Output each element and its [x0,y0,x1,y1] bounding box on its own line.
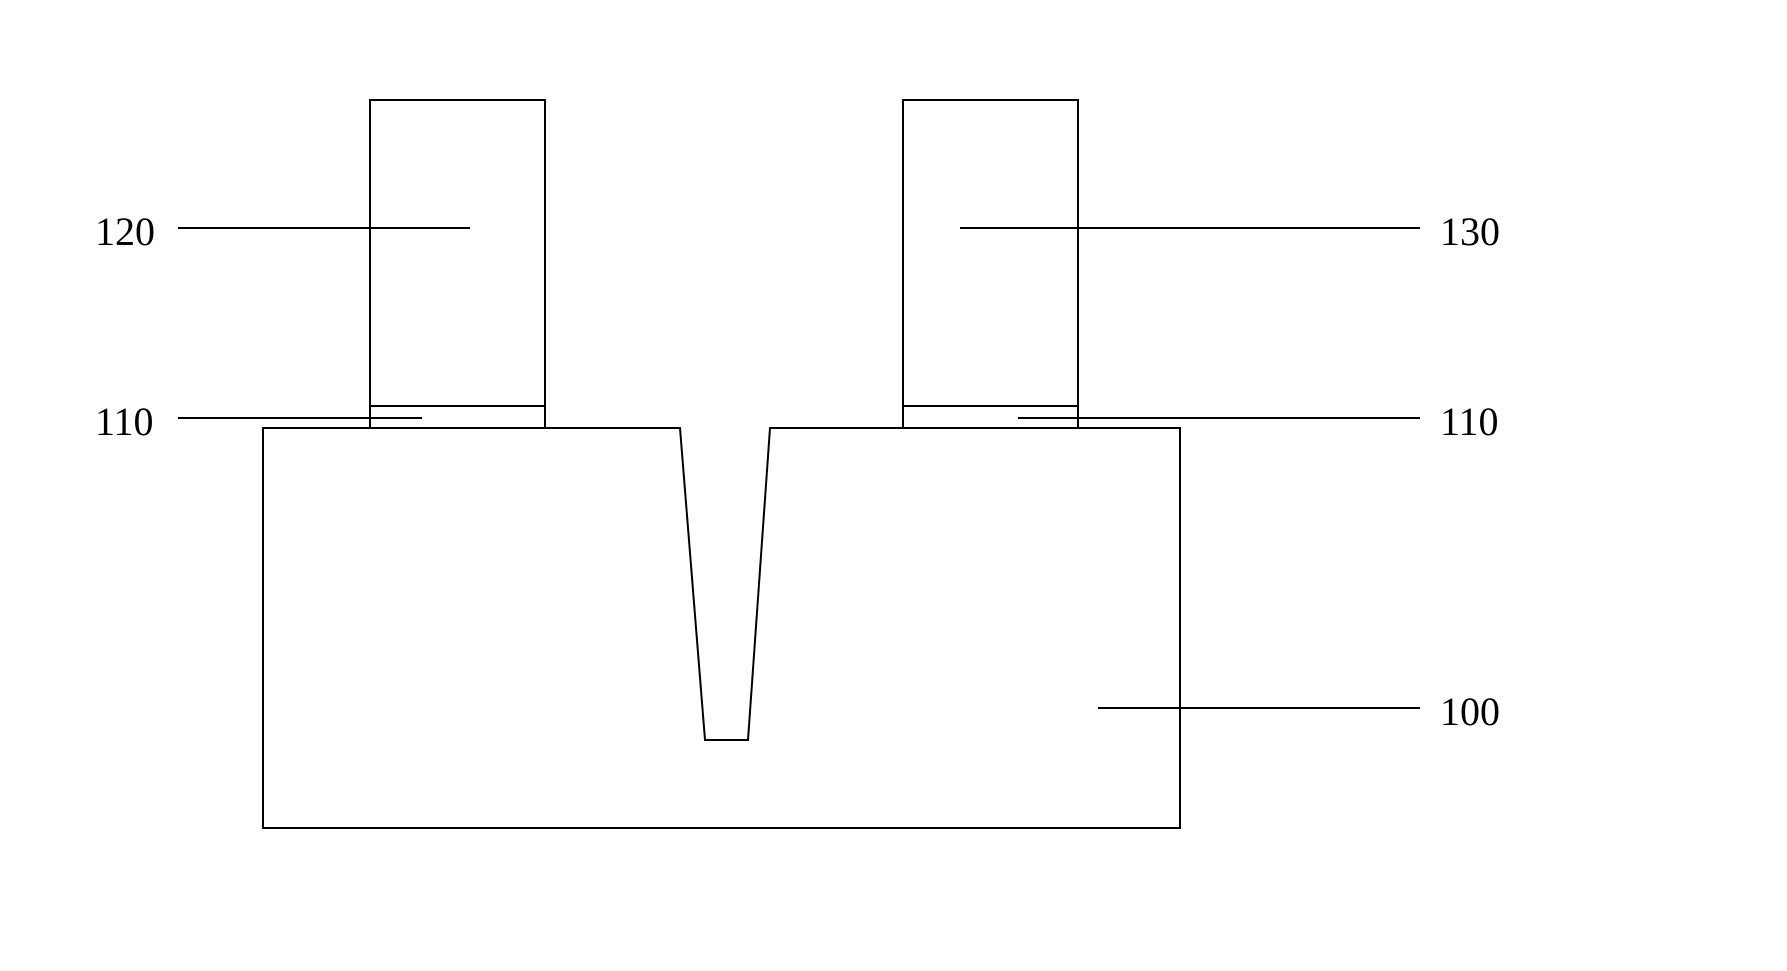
gate-right-130 [903,100,1078,406]
diagram-stage: 120 110 130 110 100 [0,0,1787,971]
diagram-svg [0,0,1787,971]
label-120: 120 [95,208,155,255]
gate-left-120 [370,100,545,406]
label-110-right: 110 [1440,398,1499,445]
label-100: 100 [1440,688,1500,735]
label-130: 130 [1440,208,1500,255]
substrate-100 [263,428,1180,828]
label-110-left: 110 [95,398,154,445]
